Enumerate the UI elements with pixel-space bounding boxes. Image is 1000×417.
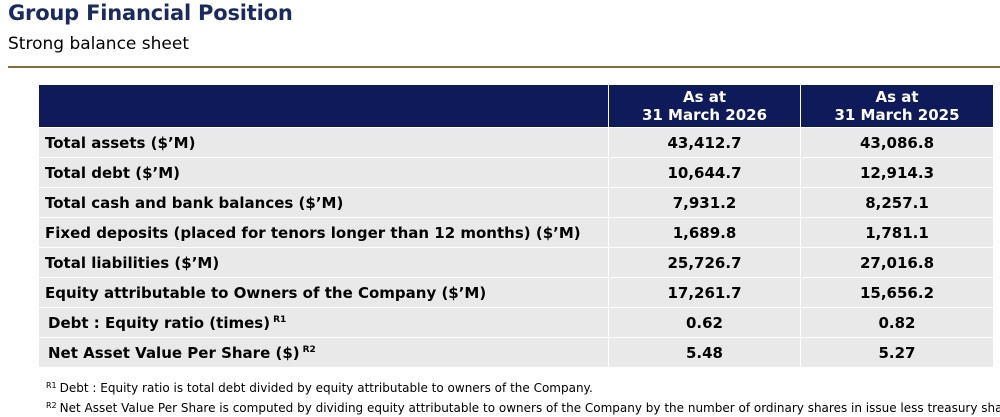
table-row: Total debt ($’M) 10,644.7 12,914.3 <box>38 157 994 188</box>
column-header-2025: As at 31 March 2025 <box>800 84 994 128</box>
footnote: R1 Debt : Equity ratio is total debt divi… <box>46 377 1000 397</box>
value-2026: 7,931.2 <box>608 187 801 218</box>
column-header-line1: As at <box>875 88 919 106</box>
footnote-mark: R2 <box>46 401 57 410</box>
table-row: Debt : Equity ratio (times) R1 0.62 0.82 <box>38 307 994 338</box>
row-label: Total cash and bank balances ($’M) <box>38 187 609 218</box>
table-header-row: As at 31 March 2026 As at 31 March 2025 <box>38 84 994 128</box>
financial-position-table: As at 31 March 2026 As at 31 March 2025 … <box>38 84 994 368</box>
value-2026: 10,644.7 <box>608 157 801 188</box>
table-row: Equity attributable to Owners of the Com… <box>38 277 994 308</box>
row-label: Net Asset Value Per Share ($) <box>48 343 300 362</box>
header-blank-cell <box>38 84 609 128</box>
footnote-ref: R2 <box>302 344 316 355</box>
column-header-line2: 31 March 2025 <box>834 106 960 124</box>
value-2026: 5.48 <box>608 337 801 368</box>
row-label: Equity attributable to Owners of the Com… <box>38 277 609 308</box>
row-label-cell: Net Asset Value Per Share ($) R2 <box>38 337 609 368</box>
value-2025: 43,086.8 <box>800 127 994 158</box>
value-2026: 43,412.7 <box>608 127 801 158</box>
row-label: Total liabilities ($’M) <box>38 247 609 278</box>
value-2025: 12,914.3 <box>800 157 994 188</box>
table-row: Fixed deposits (placed for tenors longer… <box>38 217 994 248</box>
row-label: Debt : Equity ratio (times) <box>48 313 271 332</box>
value-2025: 15,656.2 <box>800 277 994 308</box>
column-header-2026: As at 31 March 2026 <box>608 84 801 128</box>
table-row: Net Asset Value Per Share ($) R2 5.48 5.2… <box>38 337 994 368</box>
value-2025: 0.82 <box>800 307 994 338</box>
row-label: Total assets ($’M) <box>38 127 609 158</box>
value-2026: 25,726.7 <box>608 247 801 278</box>
page-subtitle: Strong balance sheet <box>8 34 189 54</box>
footnote: R2 Net Asset Value Per Share is computed … <box>46 397 1000 417</box>
table-row: Total cash and bank balances ($’M) 7,931… <box>38 187 994 218</box>
column-header-line1: As at <box>682 88 727 106</box>
row-label: Total debt ($’M) <box>38 157 609 188</box>
value-2025: 8,257.1 <box>800 187 994 218</box>
table-row: Total assets ($’M) 43,412.7 43,086.8 <box>38 127 994 158</box>
table-row: Total liabilities ($’M) 25,726.7 27,016.… <box>38 247 994 278</box>
footnote-mark: R1 <box>46 381 57 390</box>
value-2026: 0.62 <box>608 307 801 338</box>
page-title: Group Financial Position <box>8 1 293 25</box>
value-2025: 27,016.8 <box>800 247 994 278</box>
footnote-ref: R1 <box>273 314 287 325</box>
footnotes: R1 Debt : Equity ratio is total debt divi… <box>46 377 1000 417</box>
value-2026: 17,261.7 <box>608 277 801 308</box>
row-label: Fixed deposits (placed for tenors longer… <box>38 217 609 248</box>
footnote-text: Debt : Equity ratio is total debt divide… <box>59 381 593 395</box>
footnote-text: Net Asset Value Per Share is computed by… <box>59 401 1000 415</box>
divider <box>8 66 1000 68</box>
row-label-cell: Debt : Equity ratio (times) R1 <box>38 307 609 338</box>
value-2025: 1,781.1 <box>800 217 994 248</box>
value-2025: 5.27 <box>800 337 994 368</box>
column-header-line2: 31 March 2026 <box>641 106 768 124</box>
value-2026: 1,689.8 <box>608 217 801 248</box>
